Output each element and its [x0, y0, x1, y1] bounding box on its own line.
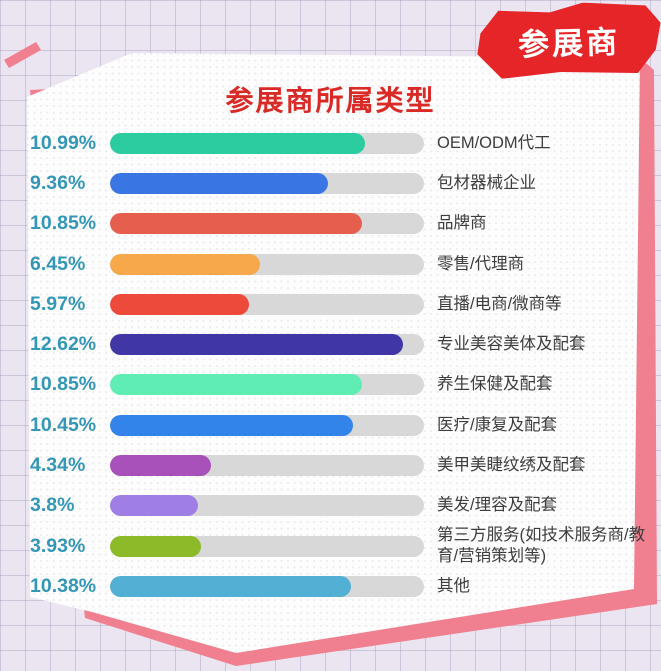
bar-value-label: 5.97%	[30, 292, 86, 315]
bar-value-label: 10.38%	[30, 574, 97, 597]
bar-category-label: 第三方服务(如技术服务商/教育/营销策划等)	[437, 526, 646, 566]
bar-row: 10.38% 其他	[30, 566, 655, 606]
bar-value-label: 10.85%	[30, 373, 97, 396]
bar-row: 4.34% 美甲美睫纹绣及配套	[30, 445, 655, 485]
bar-track	[110, 213, 424, 235]
bar-value-label: 10.99%	[30, 131, 97, 154]
bar-category-label: 医疗/康复及配套	[437, 415, 558, 434]
chart-title: 参展商所属类型	[225, 85, 436, 116]
bar-category-label: 养生保健及配套	[437, 375, 553, 394]
bar-category-label: 其他	[437, 576, 470, 595]
bar-row: 3.93% 第三方服务(如技术服务商/教育/营销策划等)	[30, 526, 655, 566]
bar-row: 10.45% 医疗/康复及配套	[30, 405, 655, 445]
bar-fill	[110, 132, 366, 154]
bar-track	[110, 334, 424, 356]
bar-category-label: 美发/理容及配套	[437, 496, 558, 515]
bar-category-label: 包材器械企业	[437, 173, 536, 192]
bar-row: 10.85% 品牌商	[30, 204, 655, 244]
bar-row: 6.45% 零售/代理商	[30, 244, 655, 284]
bar-fill	[110, 575, 352, 597]
exhibitor-badge: 参展商	[476, 1, 661, 80]
bar-category-label: 直播/电商/微商等	[437, 294, 562, 313]
bar-value-label: 10.45%	[30, 413, 97, 436]
bar-fill	[110, 334, 404, 356]
bar-row: 3.8% 美发/理容及配套	[30, 486, 655, 526]
bar-rows: 10.99% OEM/ODM代工 9.36% 包材器械企业 10.85% 品牌商 6.45%…	[30, 123, 655, 607]
bar-track	[110, 253, 424, 275]
bar-fill	[110, 414, 353, 436]
bar-value-label: 3.93%	[30, 534, 86, 557]
bar-track	[110, 535, 424, 557]
bar-row: 12.62% 专业美容美体及配套	[30, 324, 655, 364]
bar-value-label: 3.8%	[30, 494, 75, 517]
bar-track	[110, 495, 424, 517]
bar-track	[110, 455, 424, 477]
bar-category-label: 品牌商	[437, 214, 487, 233]
bar-fill	[110, 495, 199, 517]
bar-fill	[110, 374, 363, 396]
bar-fill	[110, 535, 202, 557]
bar-track	[110, 172, 424, 194]
bar-value-label: 6.45%	[30, 252, 86, 275]
bar-fill	[110, 172, 328, 194]
bar-value-label: 4.34%	[30, 454, 86, 477]
bar-track	[110, 293, 424, 315]
bar-category-label: OEM/ODM代工	[437, 133, 551, 152]
bar-track	[110, 575, 424, 597]
bar-track	[110, 132, 424, 154]
bar-category-label: 专业美容美体及配套	[437, 335, 586, 354]
bar-value-label: 10.85%	[30, 212, 97, 235]
bar-fill	[110, 253, 260, 275]
bar-category-label: 零售/代理商	[437, 254, 525, 273]
bar-track	[110, 414, 424, 436]
bar-fill	[110, 293, 249, 315]
bar-row: 10.99% OEM/ODM代工	[30, 123, 655, 163]
bar-category-label: 美甲美睫纹绣及配套	[437, 456, 586, 475]
bar-value-label: 9.36%	[30, 171, 86, 194]
pink-backing-corner	[4, 42, 41, 68]
bar-row: 10.85% 养生保健及配套	[30, 365, 655, 405]
bar-fill	[110, 455, 211, 477]
bar-row: 9.36% 包材器械企业	[30, 163, 655, 203]
badge-label: 参展商	[517, 24, 621, 62]
bar-fill	[110, 213, 363, 235]
bar-value-label: 12.62%	[30, 333, 97, 356]
bar-row: 5.97% 直播/电商/微商等	[30, 284, 655, 324]
bar-track	[110, 374, 424, 396]
